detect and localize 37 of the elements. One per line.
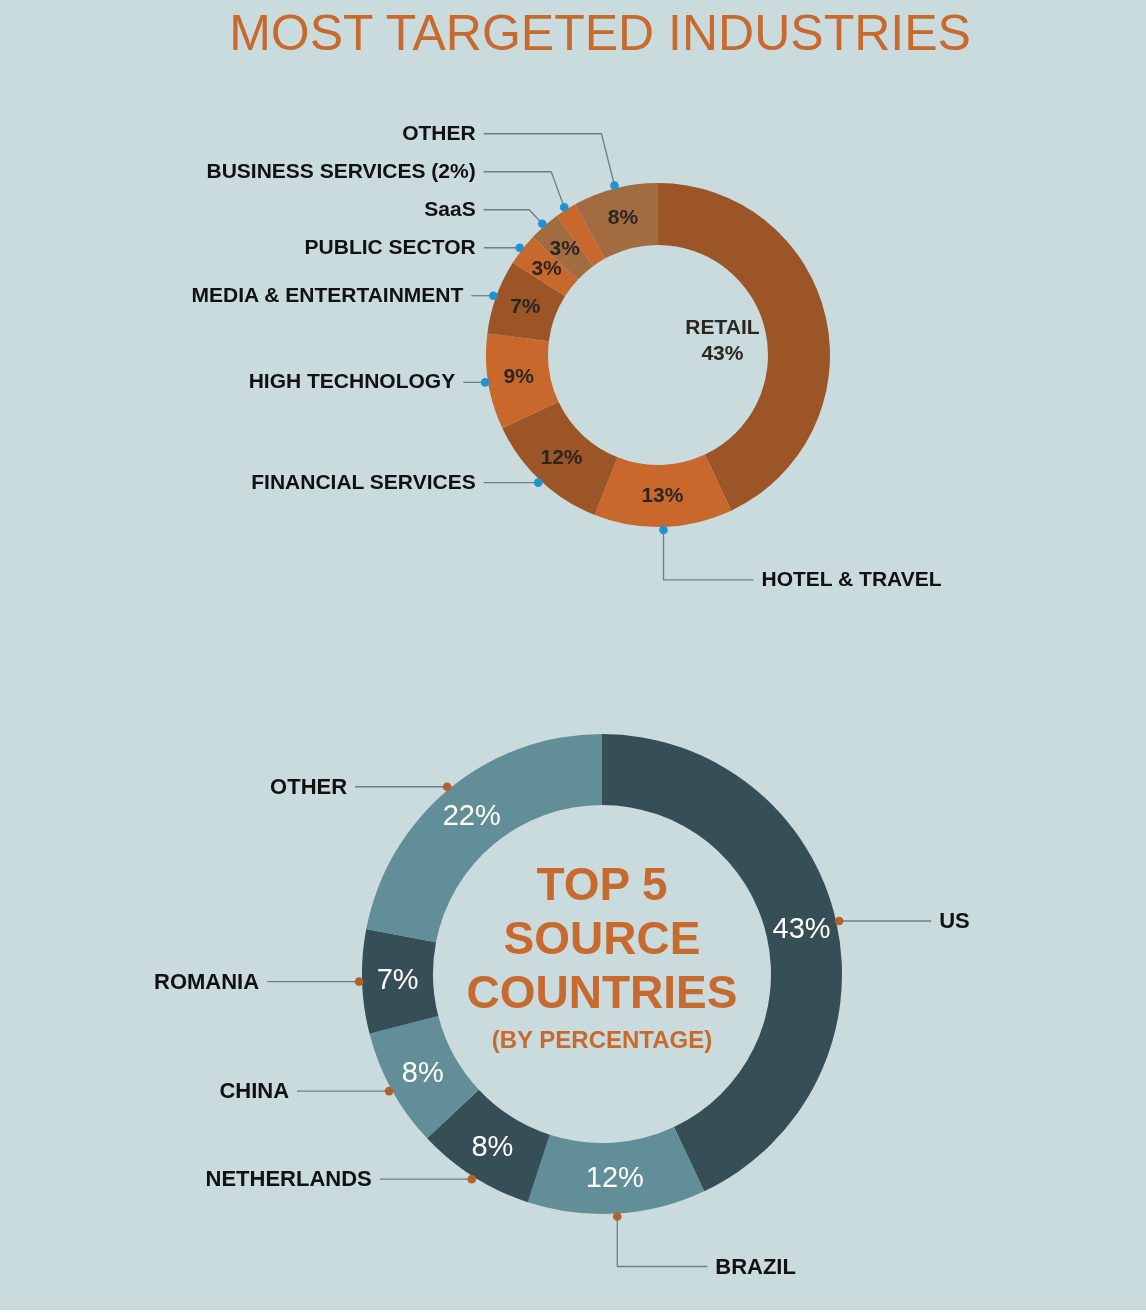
- slice-label: PUBLIC SECTOR: [304, 234, 476, 258]
- slice-label: BUSINESS SERVICES (2%): [206, 158, 476, 182]
- donut-slice: [362, 929, 439, 1034]
- data-label: 43%: [772, 912, 831, 945]
- donut-slice: [527, 1126, 705, 1214]
- slice-label: OTHER: [402, 120, 476, 144]
- data-label: 12%: [585, 1161, 644, 1194]
- slice-label: NETHERLANDS: [205, 1166, 372, 1192]
- data-label: 7%: [510, 294, 541, 318]
- donut-slice: [594, 454, 732, 527]
- slice-label: RETAIL: [685, 314, 760, 338]
- slice-label: BRAZIL: [715, 1253, 796, 1279]
- donut-slice: [487, 262, 566, 342]
- data-label: 12%: [540, 444, 583, 468]
- data-label: 13%: [641, 482, 684, 506]
- data-label: 8%: [471, 1129, 514, 1162]
- slice-label: FINANCIAL SERVICES: [251, 469, 476, 493]
- donut-slice: [502, 401, 618, 515]
- chart-title: MOST TARGETED INDUSTRIES: [229, 5, 971, 61]
- slice-label: MEDIA & ENTERTAINMENT: [191, 282, 464, 306]
- data-label: 8%: [607, 205, 639, 229]
- slice-label: US: [939, 907, 970, 933]
- data-label: 7%: [376, 963, 419, 996]
- slice-label: ROMANIA: [154, 968, 260, 994]
- data-label: 22%: [442, 799, 501, 832]
- slice-label: HOTEL & TRAVEL: [761, 566, 942, 590]
- slice-label: CHINA: [219, 1078, 290, 1104]
- slice-label: SaaS: [424, 196, 476, 220]
- slice-label: OTHER: [270, 773, 348, 799]
- text: TOP 5 SOURCE COUNTRIES: [466, 858, 738, 1018]
- donut-slice: [427, 1089, 550, 1203]
- data-label: 8%: [401, 1055, 444, 1088]
- slice-label: HIGH TECHNOLOGY: [248, 369, 456, 393]
- text: (BY PERCENTAGE): [491, 1026, 713, 1053]
- data-label: 9%: [503, 364, 535, 388]
- data-label: 43%: [701, 340, 744, 364]
- donut-slice: [486, 333, 559, 429]
